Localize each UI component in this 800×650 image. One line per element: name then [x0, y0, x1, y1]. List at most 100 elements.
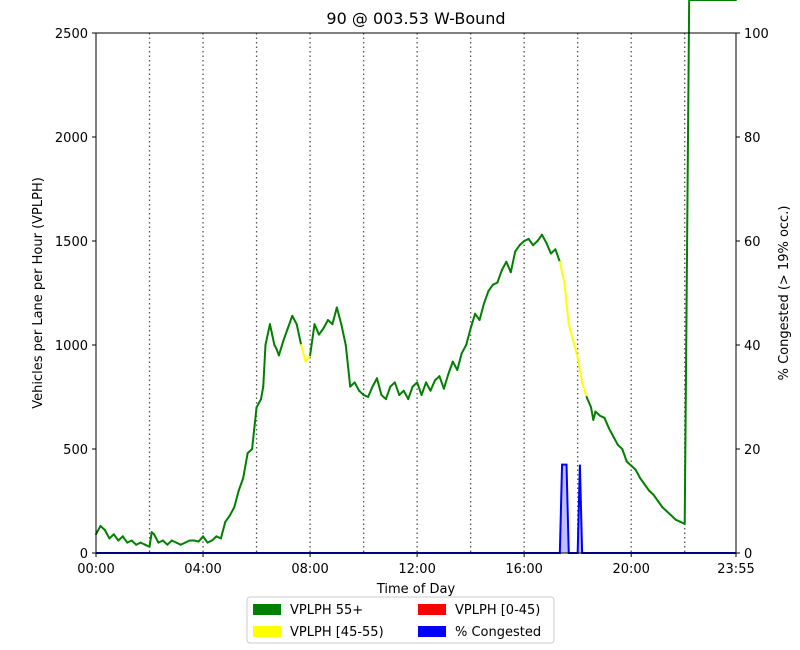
vplph-segment-136 [683, 0, 691, 525]
y-left-tick-label-3: 1500 [55, 235, 88, 250]
y-axis-left-label: Vehicles per Lane per Hour (VPLPH) [31, 177, 46, 409]
vplph-segment-85 [460, 344, 468, 355]
vplph-segment-95 [505, 260, 512, 274]
vplph-segment-87 [469, 312, 477, 330]
y-right-tick-label-0: 0 [744, 547, 752, 562]
x-tick-label-4: 16:00 [505, 562, 542, 577]
vplph-segment-112 [581, 381, 588, 398]
vplph-segment-14 [152, 533, 160, 544]
vplph-segment-91 [487, 283, 494, 292]
y-right-tick-label-2: 40 [744, 339, 761, 354]
vplph-segment-66 [375, 377, 383, 396]
vplph-segment-81 [442, 373, 450, 390]
vplph-segment-123 [625, 460, 633, 467]
vplph-segment-116 [594, 410, 601, 417]
vplph-segment-73 [407, 385, 414, 401]
legend-label-3: % Congested [455, 625, 541, 640]
vplph-segment-124 [630, 464, 637, 471]
vplph-segment-120 [612, 435, 619, 446]
y-right-tick-label-4: 80 [744, 131, 761, 146]
vplph-segment-119 [607, 427, 615, 438]
vplph-segment-109 [567, 323, 575, 342]
vplph-segment-57 [335, 306, 343, 326]
vplph-segment-0 [95, 524, 102, 536]
x-tick-label-0: 00:00 [77, 562, 114, 577]
vplph-segment-129 [652, 493, 659, 502]
vplph-segment-65 [371, 377, 378, 388]
y-axis-right-label: % Congested (> 19% occ.) [777, 206, 792, 381]
x-tick-label-2: 08:00 [291, 562, 328, 577]
vplph-segment-12 [148, 531, 153, 548]
vplph-segment-108 [563, 281, 570, 326]
vplph-segment-83 [451, 360, 459, 371]
y-left-tick-label-0: 0 [80, 547, 88, 562]
legend-swatch-3 [418, 626, 446, 637]
legend-label-1: VPLPH [0-45) [455, 603, 540, 618]
y-right-tick-label-5: 100 [744, 27, 769, 42]
vplph-segment-94 [500, 260, 508, 272]
vplph-segment-35 [246, 448, 254, 455]
vplph-segment-29 [219, 520, 227, 540]
legend: VPLPH 55+ VPLPH [0-45) VPLPH [45-55) % Cong… [246, 596, 555, 644]
y-axis-right-ticks: 0 20 40 60 80 100 [736, 27, 769, 562]
vplph-segment-61 [353, 381, 361, 392]
y-left-tick-label-5: 2500 [55, 27, 88, 42]
vplph-segment-130 [656, 500, 664, 509]
vplph-segment-122 [621, 448, 628, 463]
legend-items: VPLPH 55+ VPLPH [0-45) VPLPH [45-55) % Cong… [253, 603, 541, 640]
vplph-segment-30 [224, 514, 231, 523]
vplph-segment-75 [416, 381, 423, 396]
vplph-segment-34 [242, 452, 249, 480]
y-left-tick-label-2: 1000 [55, 339, 88, 354]
vplph-segment-93 [496, 269, 503, 284]
vplph-segment-131 [661, 506, 668, 513]
vplph-segment-121 [616, 443, 624, 450]
legend-frame [246, 596, 555, 644]
vplph-segment-132 [665, 510, 673, 517]
vplph-segment-133 [670, 514, 677, 521]
vplph-segment-118 [603, 416, 610, 430]
vplph-segment-53 [317, 327, 325, 336]
vplph-segment-54 [322, 319, 329, 330]
legend-swatch-2 [253, 626, 281, 637]
legend-swatch-1 [418, 604, 446, 615]
vplph-segment-3 [108, 533, 115, 540]
vplph-segment-106 [554, 248, 561, 263]
vplph-segment-72 [402, 389, 410, 401]
vplph-segment-125 [634, 468, 642, 480]
vplph-segment-8 [130, 539, 138, 546]
vplph-segment-45 [282, 327, 289, 342]
legend-label-0: VPLPH 55+ [290, 603, 363, 618]
vplph-segment-47 [291, 314, 298, 326]
vplph-segment-5 [117, 535, 124, 542]
x-tick-label-6: 23:55 [717, 562, 754, 577]
y-axis-left-ticks: 0 500 1000 1500 2000 2500 [55, 27, 96, 562]
vplph-segment-68 [384, 385, 392, 401]
vplph-segment-25 [202, 535, 209, 544]
vplph-segment-49 [300, 344, 307, 363]
vplph-segment-1 [99, 524, 106, 532]
vplph-segment-82 [447, 360, 454, 376]
vplph-segment-110 [572, 339, 579, 359]
x-tick-label-1: 04:00 [184, 562, 221, 577]
vplph-segment-101 [532, 240, 539, 247]
y-left-tick-label-1: 500 [63, 443, 88, 458]
vplph-segment-31 [228, 506, 236, 517]
vplph-segment-100 [527, 237, 535, 247]
vplph-segment-62 [358, 389, 365, 396]
vplph-segment-84 [456, 352, 463, 371]
vplph-segment-76 [420, 381, 428, 396]
x-axis-ticks: 00:00 04:00 08:00 12:00 16:00 20:00 23:55 [77, 553, 755, 577]
vplph-segment-89 [478, 302, 486, 322]
vplph-segment-52 [313, 323, 320, 336]
vplph-segment-50 [304, 354, 312, 363]
vplph-segment-16 [161, 539, 169, 546]
vplph-segment-36 [251, 406, 258, 450]
vplph-segment-41 [268, 323, 276, 346]
vplph-segment-107 [558, 260, 566, 284]
vplph-segment-58 [340, 323, 347, 346]
plot-frame [95, 32, 737, 554]
vplph-segment-40 [264, 323, 271, 346]
legend-swatch-0 [253, 604, 281, 615]
vplph-segment-38 [260, 385, 265, 401]
